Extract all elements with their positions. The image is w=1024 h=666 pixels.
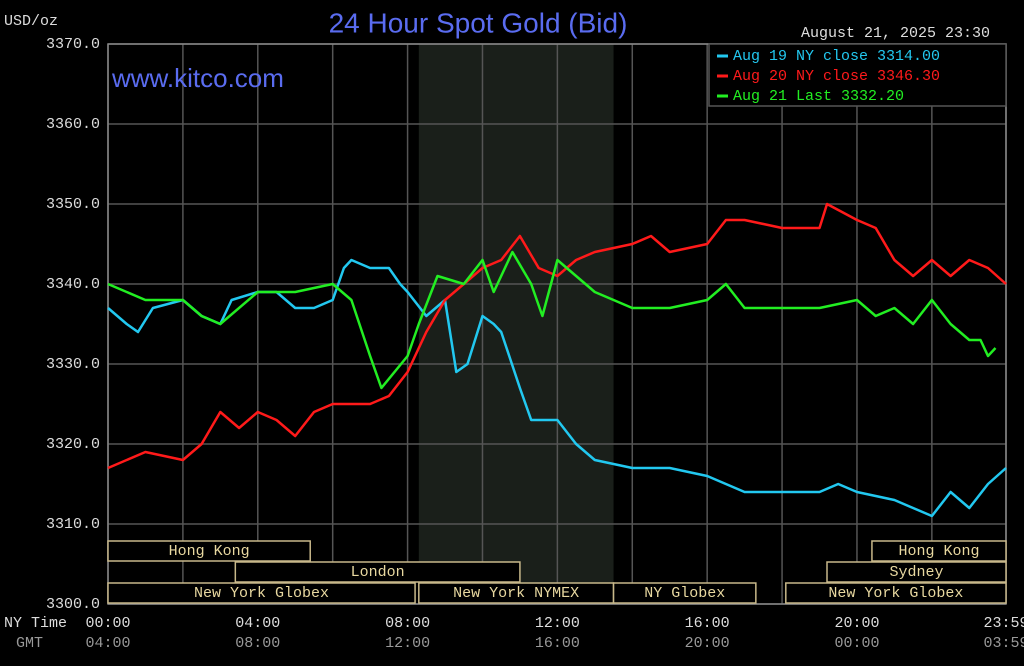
y-tick-label: 3330.0: [46, 356, 100, 373]
y-tick-label: 3360.0: [46, 116, 100, 133]
gmt-label: GMT: [16, 635, 43, 652]
x-tick-label: 00:00: [85, 615, 130, 632]
x-tick-label: 16:00: [685, 615, 730, 632]
x2-tick-label: 04:00: [85, 635, 130, 652]
y-tick-label: 3370.0: [46, 36, 100, 53]
session-box: [826, 561, 1007, 583]
plot-border: [107, 43, 1007, 605]
session-box: [612, 582, 757, 604]
x-tick-label: 12:00: [535, 615, 580, 632]
x2-tick-label: 20:00: [685, 635, 730, 652]
price-line: [107, 250, 997, 390]
ny-time-label: NY Time: [4, 615, 67, 632]
y-tick-label: 3340.0: [46, 276, 100, 293]
session-label: Hong Kong: [169, 543, 250, 560]
x-tick-label: 08:00: [385, 615, 430, 632]
session-label: Sydney: [889, 564, 943, 581]
session-box: [871, 540, 1007, 562]
chart-title: 24 Hour Spot Gold (Bid): [329, 7, 628, 38]
x2-tick-label: 16:00: [535, 635, 580, 652]
watermark: www.kitco.com: [111, 63, 284, 93]
y-tick-label: 3320.0: [46, 436, 100, 453]
price-line: [107, 202, 1007, 470]
session-label: Hong Kong: [898, 543, 979, 560]
session-box: [785, 582, 1007, 604]
session-label: New York Globex: [828, 585, 963, 602]
legend-label: Aug 19 NY close 3314.00: [733, 48, 940, 65]
legend-label: Aug 20 NY close 3346.30: [733, 68, 940, 85]
session-box: [107, 582, 416, 604]
y-tick-label: 3310.0: [46, 516, 100, 533]
x2-tick-label: 08:00: [235, 635, 280, 652]
session-box: [107, 540, 311, 562]
session-label: London: [351, 564, 405, 581]
y-tick-label: 3300.0: [46, 596, 100, 613]
x-tick-label: 23:59: [983, 615, 1024, 632]
legend-label: Aug 21 Last 3332.20: [733, 88, 904, 105]
x2-tick-label: 00:00: [834, 635, 879, 652]
date-label: August 21, 2025 23:30: [801, 25, 990, 42]
session-label: NY Globex: [644, 585, 725, 602]
price-line: [107, 258, 1007, 518]
session-label: New York NYMEX: [453, 585, 579, 602]
x2-tick-label: 12:00: [385, 635, 430, 652]
x-tick-label: 20:00: [834, 615, 879, 632]
legend-box: [708, 43, 1007, 107]
y-unit: USD/oz: [4, 13, 58, 30]
y-tick-label: 3350.0: [46, 196, 100, 213]
session-box: [234, 561, 521, 583]
session-label: New York Globex: [194, 585, 329, 602]
x-tick-label: 04:00: [235, 615, 280, 632]
session-highlight: [418, 44, 614, 604]
x2-tick-label: 03:59: [983, 635, 1024, 652]
